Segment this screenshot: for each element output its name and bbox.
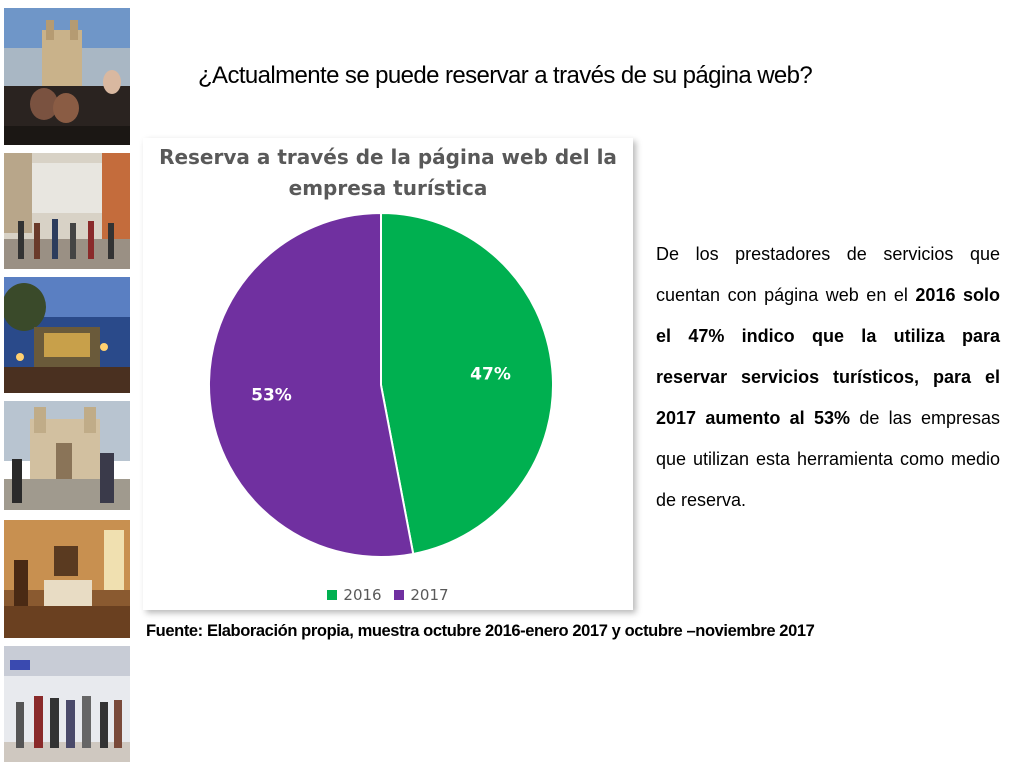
- chart-title-line-2: empresa turística: [288, 176, 488, 200]
- description-bold: 2016 solo el 47% indico que la utiliza p…: [656, 285, 1001, 428]
- pie-label-2017: 53%: [251, 385, 292, 405]
- pie-chart-card: 47% 53% Reserva a través de la página web…: [143, 138, 633, 610]
- photo-night-patio: [4, 277, 130, 393]
- photo-mall-crowd: [4, 646, 130, 762]
- pie-slice-2016: [380, 211, 554, 556]
- photo-hotel-room: [4, 520, 130, 638]
- chart-title: Reserva a través de la página web del la…: [153, 142, 623, 204]
- pie-slice-2017: [207, 211, 415, 558]
- photo-church-plaza: [4, 401, 130, 510]
- legend-item-2017: 2017: [394, 586, 449, 604]
- legend-label-2016: 2016: [343, 586, 382, 604]
- legend-item-2016: 2016: [327, 586, 382, 604]
- photo-strip: [4, 8, 130, 764]
- legend-swatch-2017: [394, 590, 405, 600]
- description-text: De los prestadores de servicios que cuen…: [656, 234, 1000, 521]
- chart-legend: 2016 2017: [143, 586, 633, 604]
- page-title: ¿Actualmente se puede reservar a través …: [198, 62, 813, 89]
- photo-cathedral-terrace: [4, 8, 130, 145]
- description-part-1: De los prestadores de servicios que cuen…: [656, 244, 1000, 305]
- legend-swatch-2016: [327, 590, 338, 600]
- pie-chart: 47% 53%: [207, 211, 554, 558]
- description-part-2: de las empresas que utilizan esta herram…: [656, 408, 1000, 510]
- photo-street-crowd: [4, 153, 130, 269]
- pie-label-2016: 47%: [470, 365, 511, 385]
- legend-label-2017: 2017: [410, 586, 449, 604]
- chart-title-line-1: Reserva a través de la página web del la: [159, 145, 617, 169]
- source-note: Fuente: Elaboración propia, muestra octu…: [146, 622, 815, 640]
